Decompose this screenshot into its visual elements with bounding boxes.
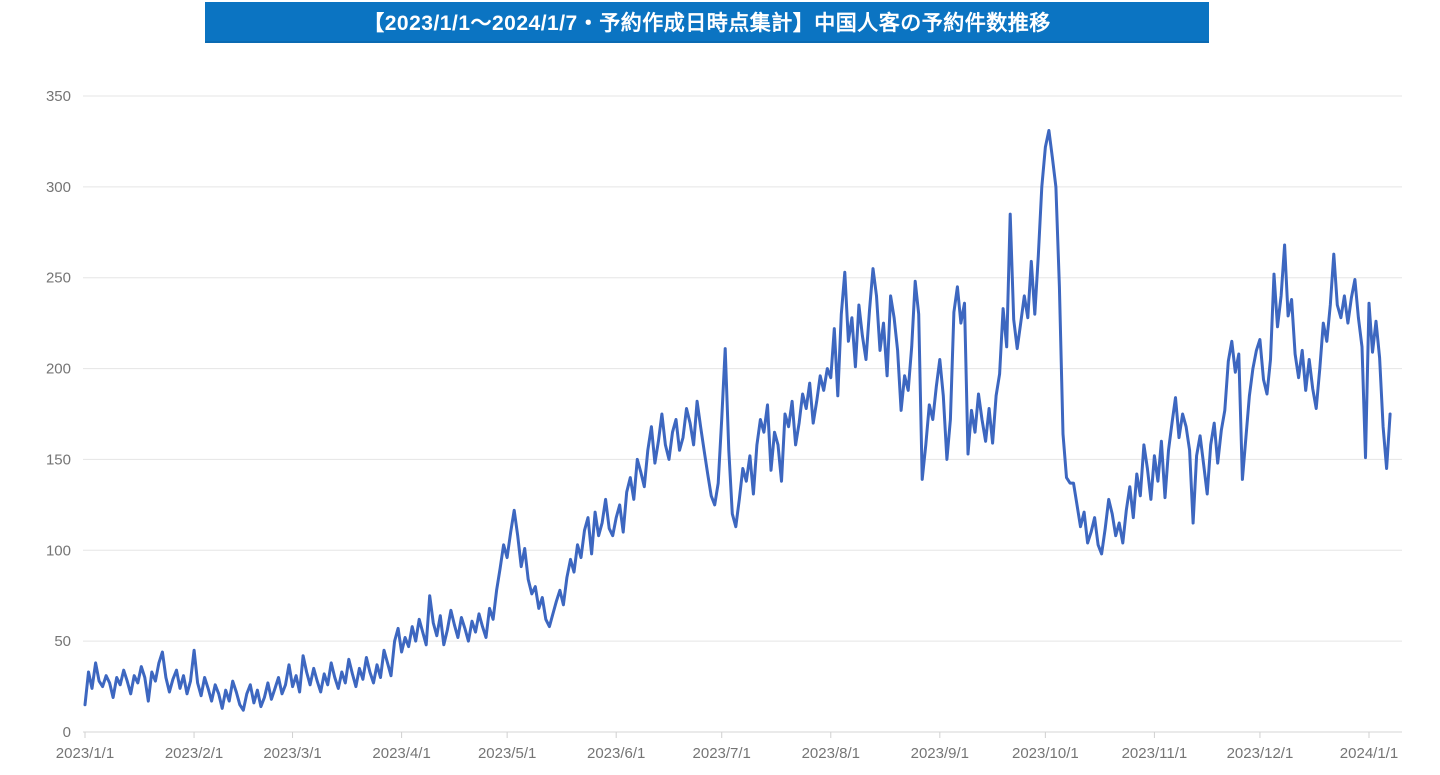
x-axis-tick-label: 2023/11/1: [1122, 745, 1188, 762]
chart-title: 【2023/1/1～2024/1/7・予約作成日時点集計】中国人客の予約件数推移: [363, 11, 1051, 35]
x-axis-tick-label: 2023/7/1: [693, 745, 751, 762]
chart-title-banner: 【2023/1/1～2024/1/7・予約作成日時点集計】中国人客の予約件数推移: [205, 2, 1209, 43]
x-axis-tick-label: 2023/12/1: [1227, 745, 1294, 762]
x-axis-tick-label: 2023/8/1: [802, 745, 860, 762]
y-axis-tick-label: 150: [46, 451, 71, 468]
x-axis-tick-label: 2023/2/1: [165, 745, 223, 762]
x-axis-tick-label: 2023/1/1: [56, 745, 114, 762]
x-axis-tick-label: 2023/6/1: [587, 745, 645, 762]
y-axis-tick-label: 250: [46, 270, 71, 287]
x-axis-tick-label: 2023/10/1: [1012, 745, 1079, 762]
y-axis-tick-label: 300: [46, 179, 71, 196]
y-axis-tick-label: 100: [46, 542, 71, 559]
y-axis-tick-label: 50: [54, 633, 71, 650]
series-line: [83, 129, 1392, 712]
y-axis-tick-label: 0: [63, 724, 71, 741]
x-axis-tick-label: 2023/4/1: [372, 745, 430, 762]
x-axis-tick-label: 2024/1/1: [1340, 745, 1398, 762]
x-axis-tick-label: 2023/9/1: [911, 745, 969, 762]
x-axis-tick-label: 2023/3/1: [263, 745, 321, 762]
y-axis-tick-label: 350: [46, 88, 71, 105]
x-axis-tick-label: 2023/5/1: [478, 745, 536, 762]
y-axis-tick-label: 200: [46, 361, 71, 378]
